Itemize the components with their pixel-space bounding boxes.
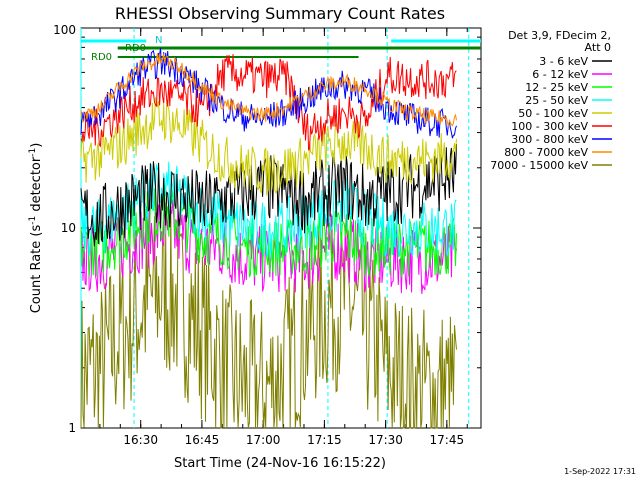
legend-label: 6 - 12 keV: [532, 68, 588, 81]
legend-header-1: Det 3,9, FDecim 2,: [508, 29, 611, 42]
series-group: [80, 47, 457, 429]
legend-header-2: Att 0: [585, 41, 611, 54]
series-line-8: [80, 206, 457, 429]
series-line-0: [80, 143, 457, 247]
legend-label: 800 - 7000 keV: [504, 146, 588, 159]
x-tick-label: 17:30: [368, 433, 403, 447]
chart-title: RHESSI Observing Summary Count Rates: [115, 4, 445, 23]
x-tick-labels: 16:30 16:45 17:00 17:15 17:30 17:45: [123, 433, 464, 447]
x-tick-label: 16:45: [185, 433, 220, 447]
y-tick-label-10: 10: [61, 221, 76, 235]
legend-label: 7000 - 15000 keV: [490, 159, 588, 172]
series-line-4: [80, 96, 457, 196]
y-axis-label: Count Rate (s-1 detector-1): [28, 143, 44, 314]
rd0-label-left: RD0: [91, 52, 112, 63]
legend-label: 50 - 100 keV: [518, 107, 588, 120]
legend-label: 100 - 300 keV: [511, 120, 588, 133]
legend-label: 300 - 800 keV: [511, 133, 588, 146]
axis-ticks: [81, 27, 481, 429]
x-tick-label: 16:30: [123, 433, 158, 447]
series-line-5: [80, 54, 457, 151]
series-line-6: [80, 47, 457, 139]
x-axis-label: Start Time (24-Nov-16 16:15:22): [174, 456, 386, 471]
legend-label: 12 - 25 keV: [525, 81, 588, 94]
y-tick-label-1: 1: [68, 421, 76, 435]
x-tick-label: 17:15: [307, 433, 342, 447]
x-tick-label: 17:00: [246, 433, 281, 447]
legend-label: 25 - 50 keV: [525, 94, 588, 107]
timestamp: 1-Sep-2022 17:31: [564, 467, 636, 476]
y-tick-label-100: 100: [53, 23, 76, 37]
x-tick-label: 17:45: [430, 433, 465, 447]
legend-label: 3 - 6 keV: [539, 55, 588, 68]
n-label: N: [155, 35, 162, 46]
rd0-label-top: RD0: [125, 43, 146, 54]
series-line-7: [80, 53, 457, 127]
